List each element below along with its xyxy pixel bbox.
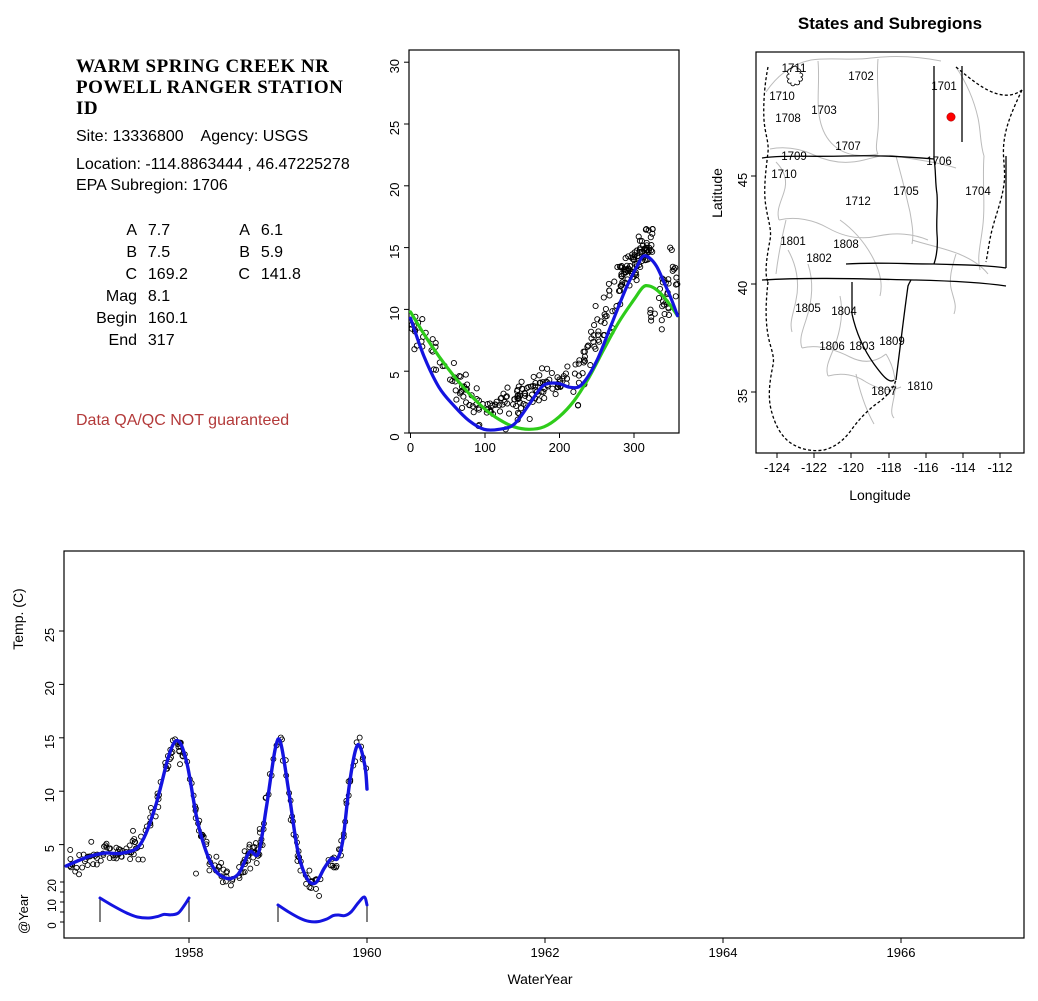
svg-text:0: 0 [407,440,414,455]
svg-text:1710: 1710 [771,169,797,181]
svg-text:1703: 1703 [811,105,837,117]
svg-text:10: 10 [387,306,402,320]
svg-text:200: 200 [549,440,571,455]
svg-text:1806: 1806 [819,341,845,353]
svg-text:1801: 1801 [780,236,806,248]
svg-text:-120: -120 [838,460,864,475]
svg-text:1808: 1808 [833,239,859,251]
svg-text:1711: 1711 [782,63,807,75]
svg-text:1966: 1966 [887,945,916,960]
svg-text:-114: -114 [950,460,975,475]
svg-text:-122: -122 [801,460,827,475]
svg-text:5: 5 [387,372,402,379]
svg-text:15: 15 [387,244,402,258]
svg-text:1712: 1712 [845,196,871,208]
svg-text:-118: -118 [876,460,901,475]
svg-text:35: 35 [735,389,750,403]
svg-text:20: 20 [387,183,402,197]
svg-text:25: 25 [387,121,402,135]
svg-text:1964: 1964 [709,945,738,960]
svg-text:40: 40 [735,281,750,295]
svg-text:1707: 1707 [835,141,861,153]
svg-text:0: 0 [387,433,402,440]
svg-text:1809: 1809 [879,336,905,348]
svg-text:1807: 1807 [871,386,897,398]
svg-text:15: 15 [42,735,57,749]
svg-text:-124: -124 [764,460,790,475]
svg-text:1704: 1704 [965,186,991,198]
svg-text:1706: 1706 [926,156,952,168]
svg-text:1810: 1810 [907,381,933,393]
svg-text:25: 25 [42,628,57,642]
svg-text:20: 20 [42,681,57,695]
svg-text:1702: 1702 [848,71,874,83]
svg-text:1705: 1705 [893,186,919,198]
svg-text:1802: 1802 [806,253,832,265]
svg-text:30: 30 [387,59,402,73]
svg-text:-112: -112 [987,460,1012,475]
svg-text:20: 20 [47,879,59,892]
svg-text:1804: 1804 [831,306,857,318]
svg-text:1962: 1962 [531,945,560,960]
svg-text:45: 45 [735,173,750,187]
svg-text:1803: 1803 [849,341,875,353]
svg-text:300: 300 [623,440,645,455]
svg-text:100: 100 [474,440,496,455]
svg-text:1958: 1958 [175,945,204,960]
svg-text:1709: 1709 [781,151,807,163]
svg-text:1701: 1701 [931,81,957,93]
svg-text:0: 0 [47,922,59,928]
svg-text:5: 5 [42,845,57,852]
svg-text:-116: -116 [913,460,938,475]
svg-text:1960: 1960 [353,945,382,960]
svg-text:1708: 1708 [775,113,801,125]
svg-text:1805: 1805 [795,303,821,315]
svg-text:10: 10 [42,788,57,802]
svg-text:1710: 1710 [769,91,795,103]
svg-text:10: 10 [47,899,59,912]
